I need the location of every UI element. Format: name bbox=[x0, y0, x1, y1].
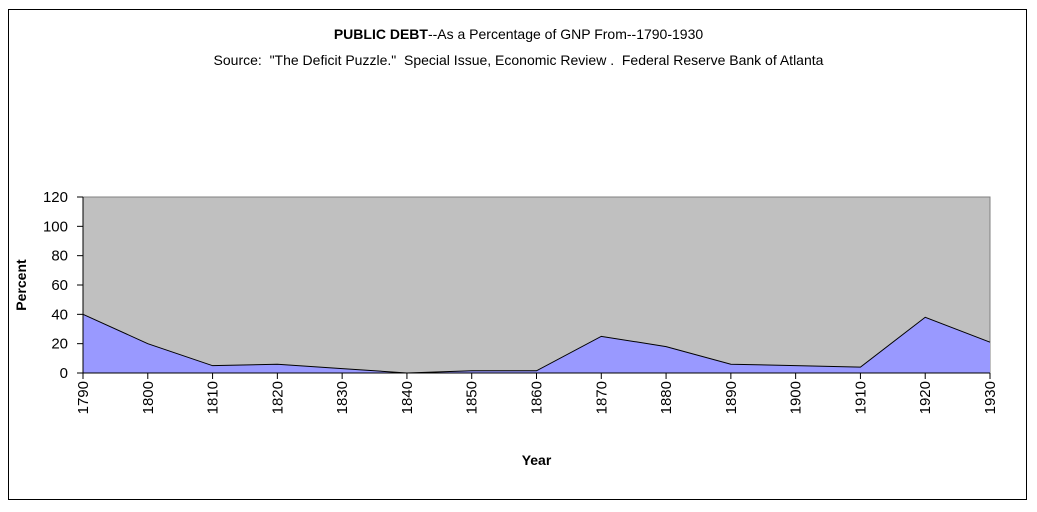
x-tick-labels: 1790 1800 1810 1820 1830 1840 1850 1860 1870 1880… bbox=[75, 381, 999, 414]
x-axis-title: Year bbox=[522, 452, 552, 468]
chart-subtitle: Source: "The Deficit Puzzle." Special Is… bbox=[213, 52, 824, 68]
y-tick-label: 0 bbox=[60, 365, 68, 382]
x-tick-label: 1790 bbox=[75, 381, 92, 414]
x-tick-label: 1820 bbox=[269, 381, 286, 414]
y-tick-label: 40 bbox=[51, 306, 68, 323]
area-fill bbox=[83, 314, 990, 373]
y-tick-label: 60 bbox=[51, 277, 68, 294]
plot-area bbox=[82, 196, 991, 374]
chart-title-bold: PUBLIC DEBT bbox=[333, 26, 428, 42]
x-tick-label: 1800 bbox=[140, 381, 157, 414]
y-tick-label: 80 bbox=[51, 248, 68, 265]
x-tick-label: 1900 bbox=[788, 381, 805, 414]
x-tick-label: 1840 bbox=[399, 381, 416, 414]
y-axis-title: Percent bbox=[13, 259, 29, 311]
x-tick-label: 1870 bbox=[593, 381, 610, 414]
chart-title: PUBLIC DEBT--As a Percentage of GNP From… bbox=[0, 26, 1037, 42]
y-tick-labels: 0 20 40 60 80 100 120 bbox=[43, 189, 68, 382]
x-tick-label: 1860 bbox=[529, 381, 546, 414]
x-tick-label: 1920 bbox=[917, 381, 934, 414]
x-tick-label: 1850 bbox=[464, 381, 481, 414]
x-tick-label: 1910 bbox=[852, 381, 869, 414]
y-tick-label: 100 bbox=[43, 218, 68, 235]
x-tick-label: 1890 bbox=[723, 381, 740, 414]
axes-group bbox=[77, 196, 991, 379]
x-tick-label: 1810 bbox=[205, 381, 222, 414]
y-tick-label: 20 bbox=[51, 336, 68, 353]
x-tick-label: 1930 bbox=[982, 381, 999, 414]
y-tick-label: 120 bbox=[43, 189, 68, 206]
x-tick-label: 1880 bbox=[658, 381, 675, 414]
chart-title-rest: --As a Percentage of GNP From--1790-1930 bbox=[427, 26, 704, 42]
x-tick-label: 1830 bbox=[334, 381, 351, 414]
